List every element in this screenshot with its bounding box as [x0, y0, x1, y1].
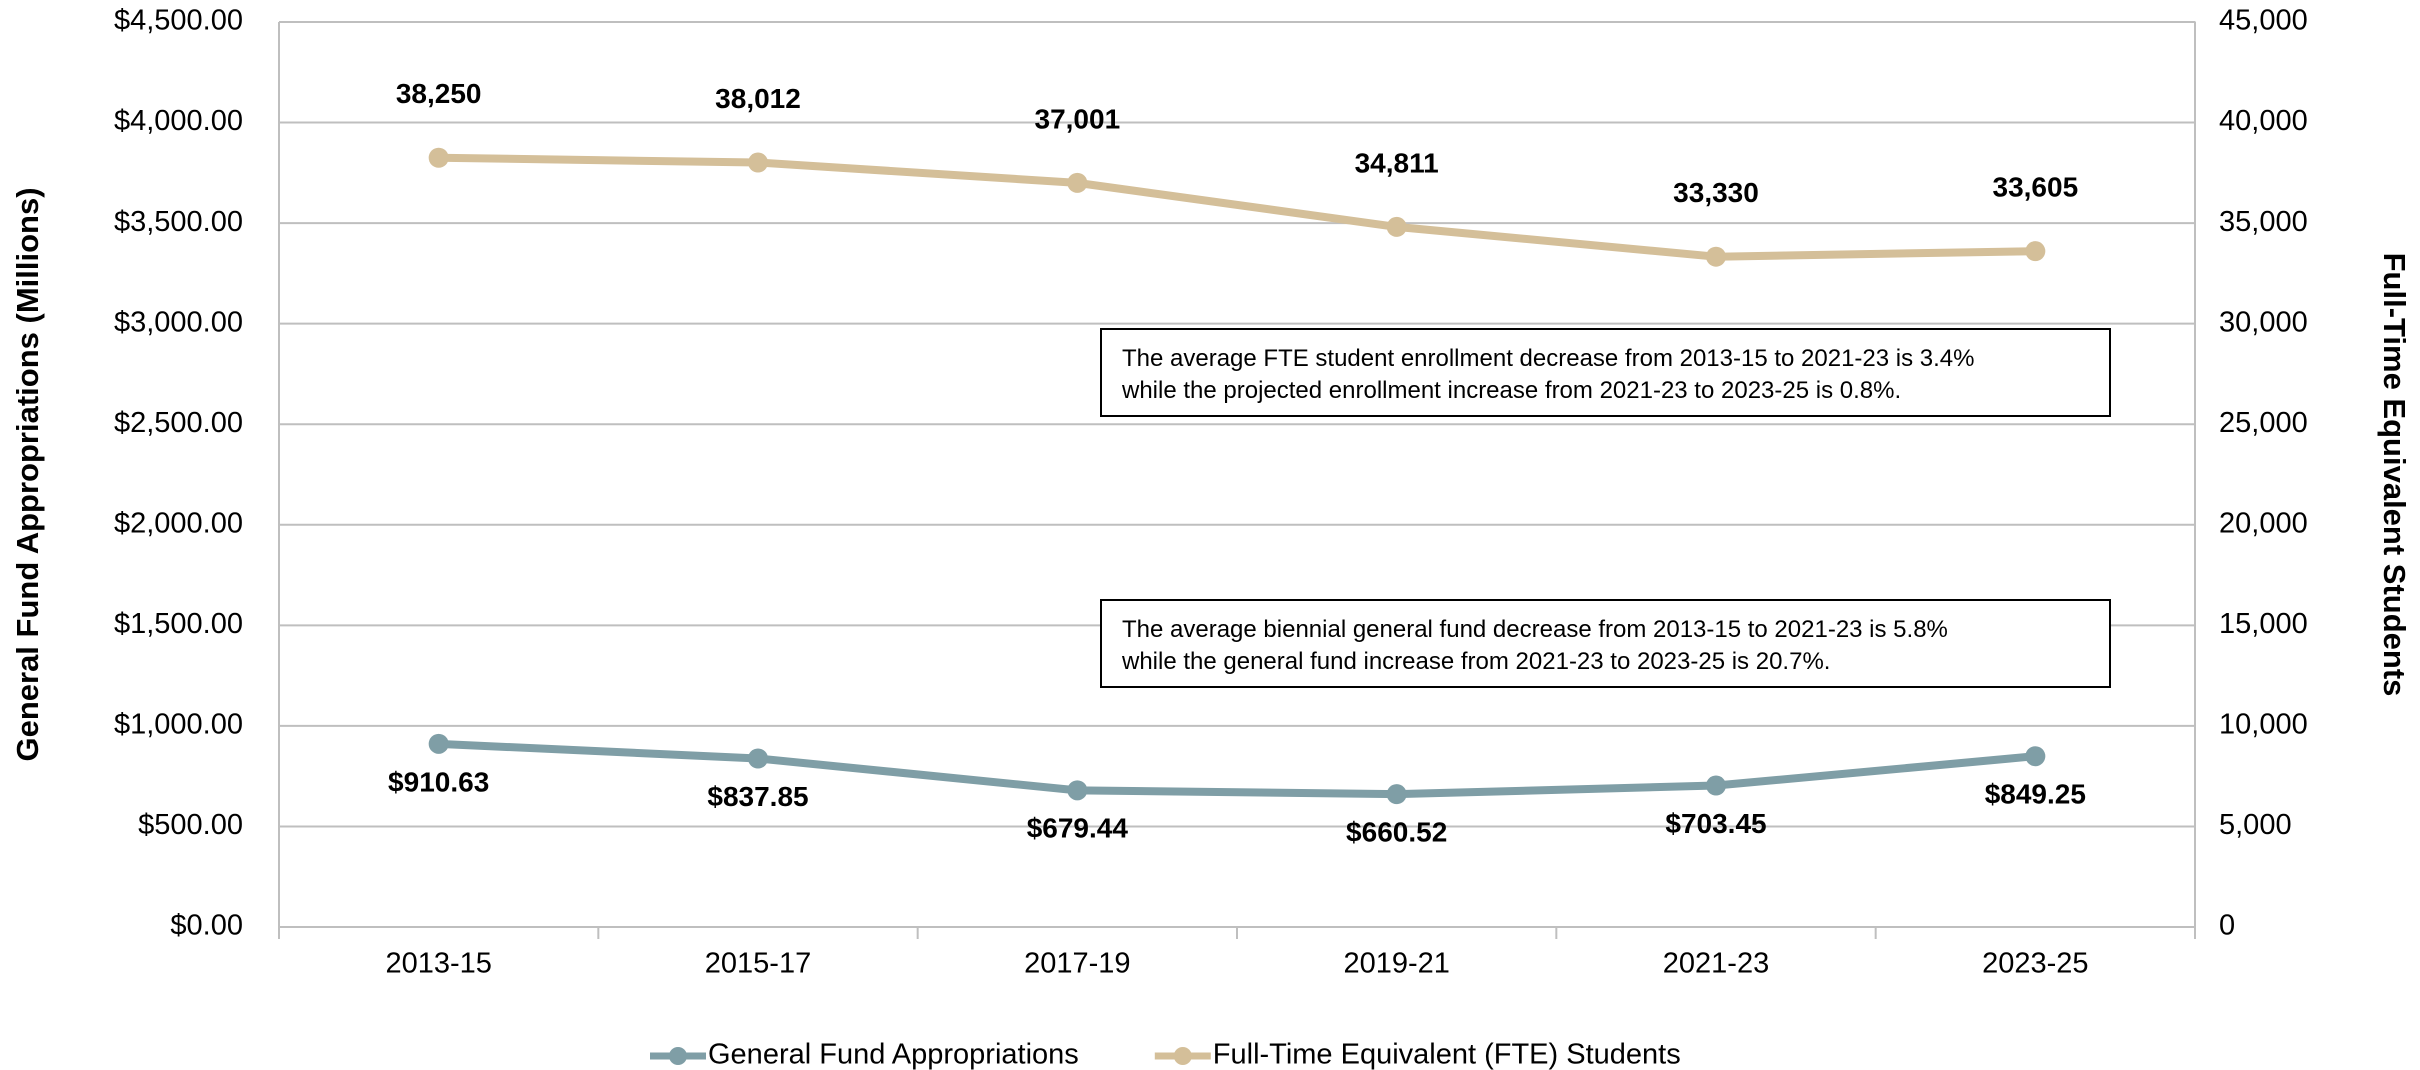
x-tick-label: 2015-17 — [705, 948, 811, 980]
y2-tick-label: 20,000 — [2219, 507, 2308, 539]
legend-marker — [669, 1047, 687, 1065]
y-tick-label: $3,500.00 — [114, 206, 243, 238]
y-tick-label: $3,000.00 — [114, 306, 243, 338]
series-point — [1706, 246, 1726, 267]
y2-tick-label: 30,000 — [2219, 306, 2308, 338]
annotation-text: while the general fund increase from 202… — [1121, 648, 1830, 675]
series-point — [1386, 216, 1407, 237]
series-point — [428, 147, 449, 168]
series-point — [748, 748, 768, 769]
data-label: $703.45 — [1665, 808, 1766, 839]
x-tick-label: 2021-23 — [1663, 948, 1769, 980]
x-tick-label: 2019-21 — [1343, 948, 1449, 980]
data-label: $660.52 — [1346, 817, 1447, 848]
y2-tick-label: 0 — [2219, 910, 2235, 942]
y-axis-title: General Fund Appropriations (Millions) — [10, 187, 45, 761]
data-label: 38,250 — [396, 78, 482, 109]
annotation-text: while the projected enrollment increase … — [1121, 377, 1901, 404]
y2-tick-label: 15,000 — [2219, 608, 2308, 640]
y2-tick-label: 10,000 — [2219, 709, 2308, 741]
x-tick-label: 2017-19 — [1024, 948, 1130, 980]
data-label: $849.25 — [1985, 779, 2086, 810]
data-label: $837.85 — [707, 781, 808, 812]
y-tick-label: $2,500.00 — [114, 407, 243, 439]
legend-label: General Fund Appropriations — [708, 1039, 1079, 1070]
data-label: 33,330 — [1673, 177, 1759, 208]
y2-tick-label: 25,000 — [2219, 407, 2308, 439]
series-point — [428, 733, 449, 754]
annotation-box — [1100, 328, 2111, 417]
data-label: $679.44 — [1027, 813, 1129, 844]
y2-tick-label: 45,000 — [2219, 5, 2308, 37]
series-line — [438, 739, 2036, 799]
y2-tick-label: 5,000 — [2219, 809, 2292, 841]
series-point — [2025, 241, 2046, 262]
y2-tick-label: 35,000 — [2219, 206, 2308, 238]
data-label: 37,001 — [1035, 103, 1121, 134]
y-tick-label: $2,000.00 — [114, 507, 243, 539]
legend-marker — [1173, 1047, 1192, 1065]
annotation-text: The average FTE student enrollment decre… — [1122, 345, 1974, 372]
data-label: $910.63 — [388, 766, 489, 797]
series-point — [1067, 780, 1088, 801]
annotation-text: The average biennial general fund decrea… — [1122, 616, 1948, 643]
x-tick-label: 2013-15 — [385, 948, 491, 980]
y-tick-label: $1,500.00 — [114, 608, 243, 640]
y2-axis-title: Full-Time Equivalent Students — [2377, 253, 2412, 697]
series-line — [438, 153, 2036, 261]
data-label: 33,605 — [1993, 172, 2079, 203]
series-point — [1067, 172, 1088, 193]
y-tick-label: $4,500.00 — [114, 5, 243, 37]
x-tick-label: 2023-25 — [1982, 948, 2088, 980]
series-point — [748, 152, 768, 173]
y2-tick-label: 40,000 — [2219, 105, 2308, 137]
legend-label: Full-Time Equivalent (FTE) Students — [1213, 1039, 1681, 1070]
y-tick-label: $4,000.00 — [114, 105, 243, 137]
y-tick-label: $500.00 — [138, 809, 243, 841]
series-point — [1706, 775, 1726, 796]
y-tick-label: $0.00 — [170, 910, 243, 942]
annotation-box — [1100, 599, 2111, 688]
data-label: 38,012 — [715, 83, 801, 114]
series-point — [1386, 784, 1407, 805]
y-tick-label: $1,000.00 — [114, 709, 243, 741]
legend: General Fund Appropriations Full-Time Equ… — [650, 1039, 1681, 1070]
series-point — [2025, 746, 2046, 767]
data-label: 34,811 — [1355, 147, 1439, 178]
